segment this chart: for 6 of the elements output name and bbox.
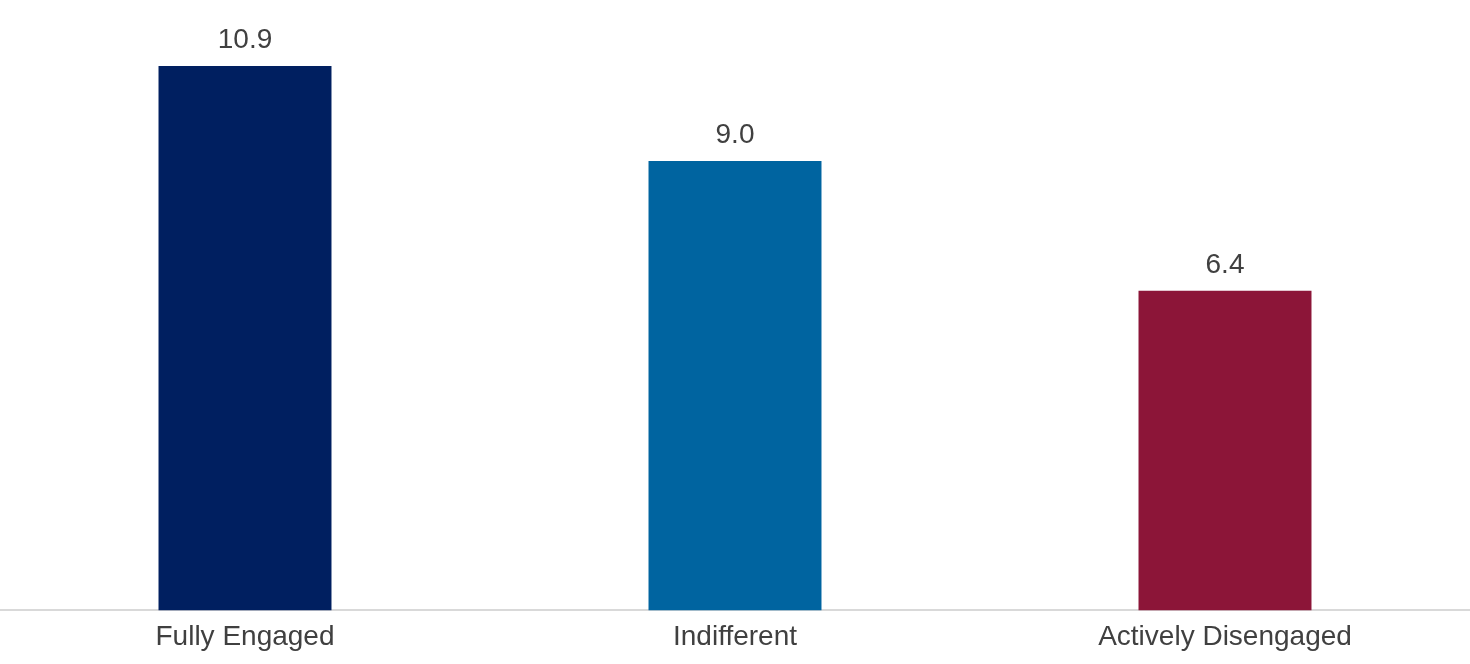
- data-label: 9.0: [715, 117, 755, 149]
- data-label: 6.4: [1205, 247, 1245, 279]
- x-tick-label: Actively Disengaged: [1098, 619, 1352, 651]
- x-tick-label: Indifferent: [672, 619, 798, 651]
- x-tick-label: Fully Engaged: [155, 619, 335, 651]
- data-label: 10.9: [217, 22, 273, 54]
